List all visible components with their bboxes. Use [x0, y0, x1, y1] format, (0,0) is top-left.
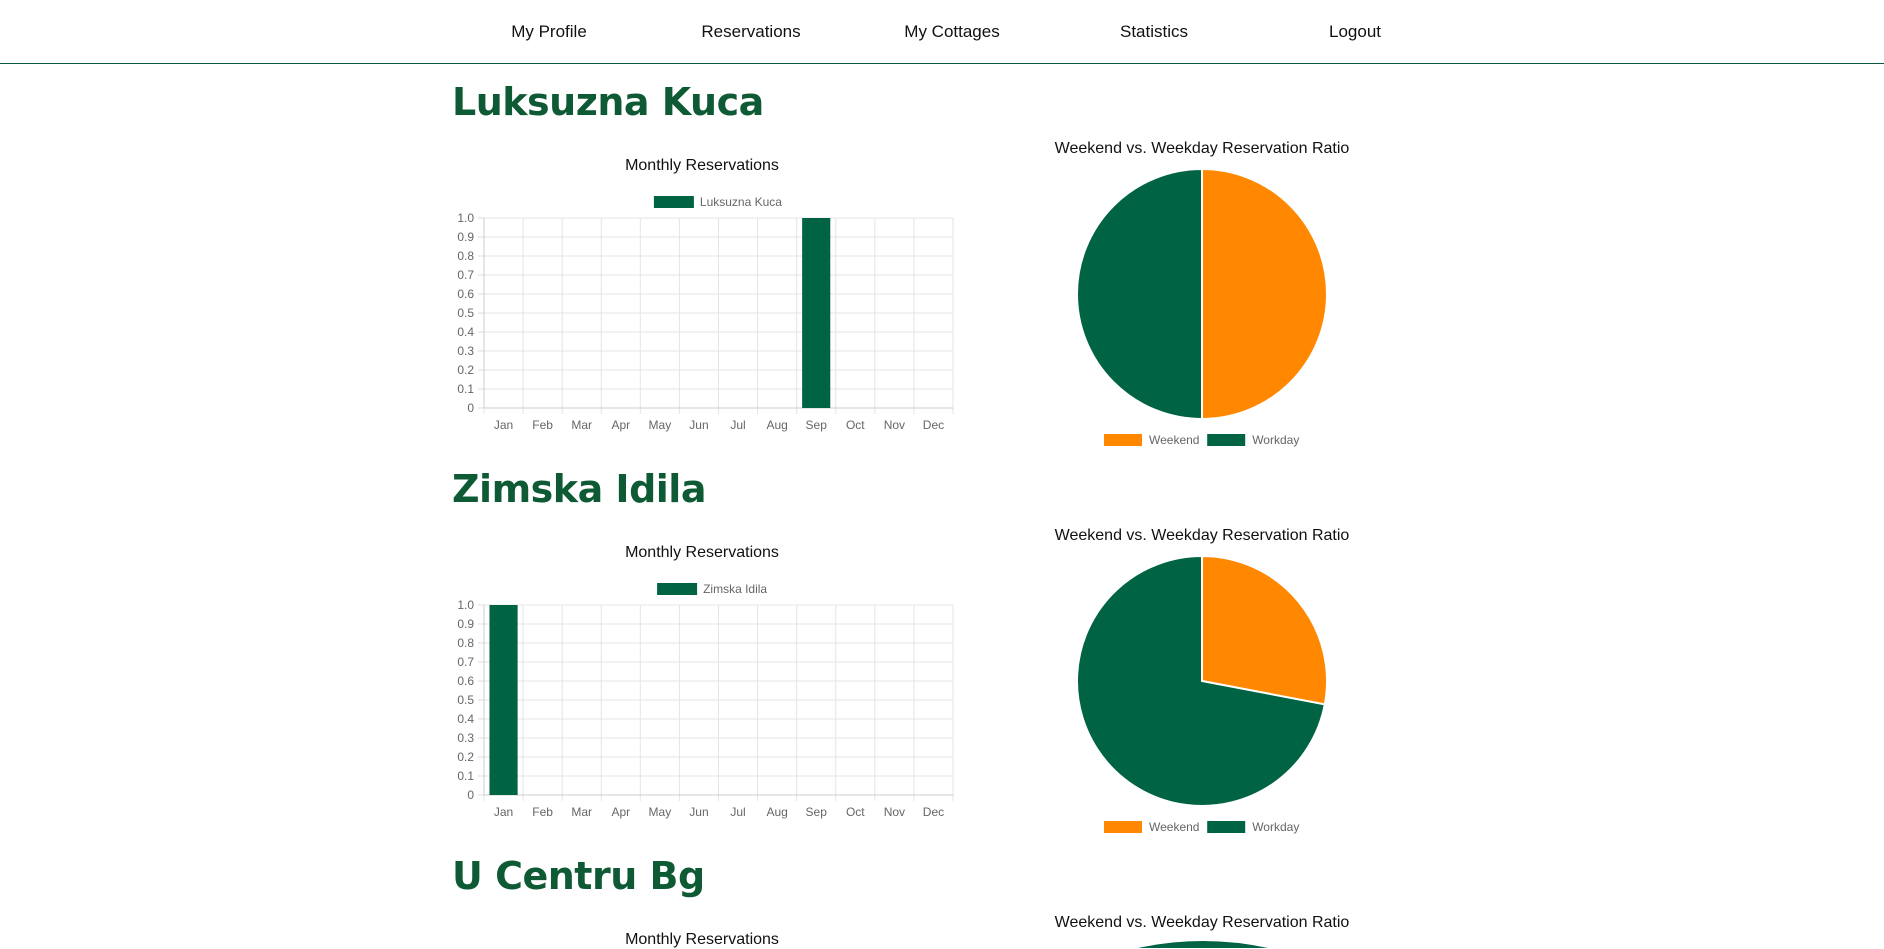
- x-tick-label: Jul: [730, 805, 745, 819]
- legend-swatch: [1207, 821, 1246, 833]
- y-tick-label: 0.8: [457, 249, 474, 263]
- y-tick-label: 0.7: [457, 655, 474, 669]
- monthly-reservations-chart: Luksuzna Kuca 1.0 0.9 0.8 0.7 0.6 0.5 0.4 0.3 0.2…: [457, 195, 954, 432]
- x-tick-label: Apr: [611, 805, 630, 819]
- x-tick-label: May: [649, 418, 672, 432]
- y-tick-label: 0.3: [457, 344, 474, 358]
- y-tick-label: 1.0: [457, 211, 474, 225]
- nav-logout[interactable]: Logout: [1329, 22, 1381, 41]
- y-tick-label: 0.3: [457, 731, 474, 745]
- legend-label: Zimska Idila: [703, 582, 767, 596]
- legend-swatch: [657, 583, 698, 595]
- pie-chart-title: Weekend vs. Weekday Reservation Ratio: [1054, 140, 1350, 157]
- pie-slice: [1201, 167, 1328, 421]
- cottage-title: U Centru Bg: [452, 854, 705, 898]
- x-tick-label: Sep: [806, 805, 828, 819]
- cottage-title: Luksuzna Kuca: [452, 80, 764, 124]
- x-tick-label: Aug: [766, 418, 787, 432]
- weekend-ratio-chart: Weekend Workday: [1076, 554, 1328, 834]
- pie-slice: [1076, 167, 1203, 421]
- bar: [802, 218, 831, 408]
- x-tick-label: Feb: [532, 805, 553, 819]
- x-tick-label: Feb: [532, 418, 553, 432]
- y-tick-label: 0.7: [457, 268, 474, 282]
- y-tick-label: 0: [467, 788, 474, 802]
- x-tick-label: Nov: [884, 805, 905, 819]
- x-tick-label: Mar: [571, 418, 592, 432]
- y-tick-label: 0.6: [457, 287, 474, 301]
- y-tick-label: 0: [467, 401, 474, 415]
- bar: [489, 605, 518, 795]
- cottage-title: Zimska Idila: [452, 467, 706, 511]
- pie-slice: [1201, 554, 1328, 706]
- y-tick-label: 1.0: [457, 598, 474, 612]
- legend: Luksuzna Kuca: [653, 195, 782, 209]
- x-tick-label: Apr: [611, 418, 630, 432]
- y-tick-label: 0.5: [457, 693, 474, 707]
- y-tick-label: 0.4: [457, 325, 474, 339]
- monthly-reservations-chart: Zimska Idila 1.0 0.9 0.8 0.7 0.6 0.5 0.4 0.3 0.2 0…: [457, 582, 954, 819]
- x-tick-label: Jun: [689, 805, 708, 819]
- weekend-ratio-chart: Weekend Workday: [1076, 167, 1328, 447]
- x-tick-label: Mar: [571, 805, 592, 819]
- x-tick-label: Jan: [494, 805, 513, 819]
- legend-label: Luksuzna Kuca: [700, 195, 782, 209]
- legend-label: Workday: [1252, 433, 1299, 447]
- x-tick-label: May: [649, 805, 672, 819]
- pie-chart-title: Weekend vs. Weekday Reservation Ratio: [1054, 914, 1350, 931]
- x-tick-label: Sep: [806, 418, 828, 432]
- y-tick-label: 0.4: [457, 712, 474, 726]
- x-tick-label: Nov: [884, 418, 905, 432]
- nav-statistics[interactable]: Statistics: [1119, 22, 1189, 41]
- x-tick-label: Jul: [730, 418, 745, 432]
- legend: Weekend Workday: [1104, 433, 1299, 447]
- y-tick-label: 0.2: [457, 363, 474, 377]
- pie-slice: [1138, 941, 1268, 948]
- pie-slice: [1076, 554, 1326, 807]
- legend-swatch: [1207, 434, 1246, 446]
- y-tick-label: 0.1: [457, 382, 474, 396]
- nav-my-cottages[interactable]: My Cottages: [904, 22, 1000, 41]
- y-tick-label: 0.6: [457, 674, 474, 688]
- legend: Zimska Idila: [657, 582, 767, 596]
- legend-swatch: [1104, 434, 1142, 446]
- x-tick-label: Oct: [846, 418, 865, 432]
- x-tick-label: Aug: [766, 805, 787, 819]
- x-tick-label: Dec: [923, 805, 944, 819]
- x-tick-label: Oct: [846, 805, 865, 819]
- bar-chart-title: Monthly Reservations: [625, 157, 779, 174]
- bar-chart-title: Monthly Reservations: [625, 931, 779, 948]
- y-tick-label: 0.2: [457, 750, 474, 764]
- legend: Weekend Workday: [1104, 820, 1299, 834]
- x-tick-label: Jan: [494, 418, 513, 432]
- top-nav: My Profile Reservations My Cottages Stat…: [0, 0, 1884, 64]
- legend-label: Workday: [1252, 820, 1299, 834]
- x-tick-label: Dec: [923, 418, 944, 432]
- y-tick-label: 0.5: [457, 306, 474, 320]
- bar-chart-title: Monthly Reservations: [625, 544, 779, 561]
- legend-swatch: [653, 196, 694, 208]
- x-tick-label: Jun: [689, 418, 708, 432]
- y-tick-label: 0.9: [457, 617, 474, 631]
- y-tick-label: 0.9: [457, 230, 474, 244]
- legend-label: Weekend: [1149, 820, 1199, 834]
- y-tick-label: 0.8: [457, 636, 474, 650]
- pie-chart-title: Weekend vs. Weekday Reservation Ratio: [1054, 527, 1350, 544]
- nav-reservations[interactable]: Reservations: [701, 22, 801, 41]
- legend-swatch: [1104, 821, 1142, 833]
- legend-label: Weekend: [1149, 433, 1199, 447]
- y-tick-label: 0.1: [457, 769, 474, 783]
- nav-my-profile[interactable]: My Profile: [511, 22, 587, 41]
- pie-chart-partial: [1138, 941, 1268, 948]
